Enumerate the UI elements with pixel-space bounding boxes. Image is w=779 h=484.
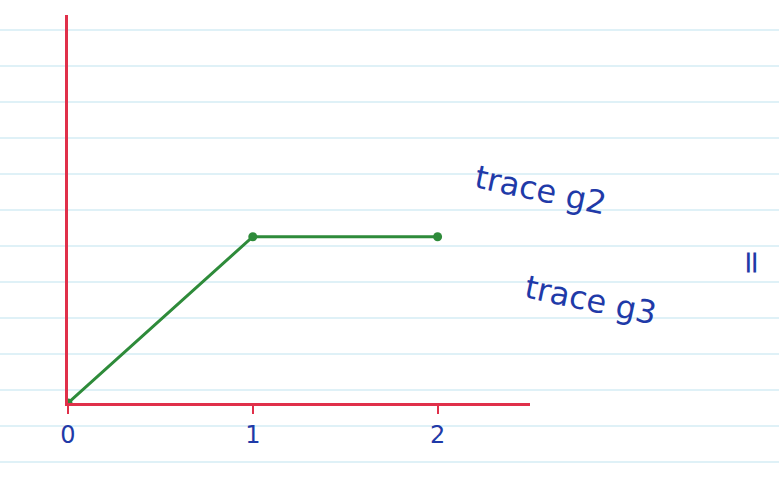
svg-text:trace g2: trace g2	[471, 158, 609, 223]
svg-text:0: 0	[60, 421, 75, 449]
svg-text:2: 2	[430, 421, 445, 449]
svg-text:trace g3: trace g3	[521, 268, 659, 333]
svg-text:1: 1	[245, 421, 260, 449]
svg-text:=: =	[733, 249, 771, 276]
